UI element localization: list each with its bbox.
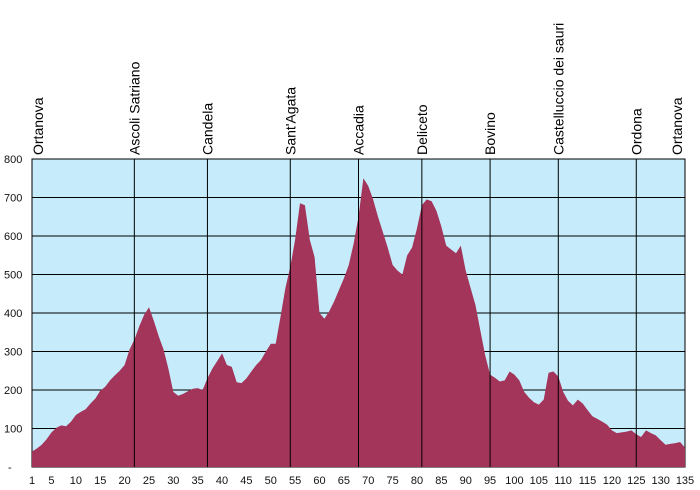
- place-label-8: Ordona: [628, 108, 644, 155]
- x-tick-label-65: 65: [338, 475, 350, 487]
- place-label-6: Bovino: [482, 112, 498, 155]
- place-label-5: Deliceto: [414, 104, 430, 155]
- x-tick-label-55: 55: [289, 475, 301, 487]
- place-label-2: Candela: [199, 103, 215, 155]
- x-tick-label-80: 80: [411, 475, 423, 487]
- y-tick-label-700: 700: [4, 193, 22, 205]
- x-tick-label-135: 135: [676, 475, 694, 487]
- x-tick-label-30: 30: [167, 475, 179, 487]
- x-tick-label-100: 100: [505, 475, 523, 487]
- x-tick-label-45: 45: [240, 475, 252, 487]
- x-tick-label-110: 110: [554, 475, 572, 487]
- x-tick-label-75: 75: [386, 475, 398, 487]
- x-tick-label-10: 10: [70, 475, 82, 487]
- x-tick-label-25: 25: [143, 475, 155, 487]
- y-tick-label-400: 400: [4, 308, 22, 320]
- x-tick-label-1: 1: [29, 475, 35, 487]
- place-label-0: Ortanova: [30, 97, 46, 155]
- y-tick-label-500: 500: [4, 270, 22, 282]
- x-tick-label-60: 60: [313, 475, 325, 487]
- x-tick-label-115: 115: [579, 475, 597, 487]
- x-tick-label-40: 40: [216, 475, 228, 487]
- x-tick-label-95: 95: [484, 475, 496, 487]
- y-tick-label-800: 800: [4, 154, 22, 166]
- x-tick-label-90: 90: [460, 475, 472, 487]
- x-tick-label-125: 125: [627, 475, 645, 487]
- place-label-9: Ortanova: [669, 97, 685, 155]
- x-axis-ticks: 1 5 10 15 20 25 30 35 40 45 50 55 60 65 70 75 80 85 90 95 10…: [29, 475, 694, 487]
- y-tick-label-300: 300: [4, 347, 22, 359]
- y-tick-label-200: 200: [4, 385, 22, 397]
- place-markers: Ortanova Ascoli Satriano Candela Sant'Agata…: [30, 23, 685, 467]
- x-tick-label-35: 35: [192, 475, 204, 487]
- x-tick-label-50: 50: [265, 475, 277, 487]
- x-tick-label-70: 70: [362, 475, 374, 487]
- y-tick-label-600: 600: [4, 231, 22, 243]
- y-tick-label-0: -: [8, 462, 12, 474]
- x-tick-label-130: 130: [651, 475, 669, 487]
- x-tick-label-5: 5: [48, 475, 54, 487]
- x-tick-label-85: 85: [435, 475, 447, 487]
- place-label-3: Sant'Agata: [282, 87, 298, 155]
- place-label-1: Ascoli Satriano: [126, 61, 142, 155]
- y-axis-ticks: - 100 200 300 400 500 600 700 800: [4, 154, 22, 474]
- x-tick-label-20: 20: [118, 475, 130, 487]
- x-tick-label-120: 120: [603, 475, 621, 487]
- y-tick-label-100: 100: [4, 424, 22, 436]
- place-label-7: Castelluccio dei sauri: [550, 23, 566, 155]
- x-tick-label-105: 105: [530, 475, 548, 487]
- place-label-4: Accadia: [351, 105, 367, 155]
- x-tick-label-15: 15: [94, 475, 106, 487]
